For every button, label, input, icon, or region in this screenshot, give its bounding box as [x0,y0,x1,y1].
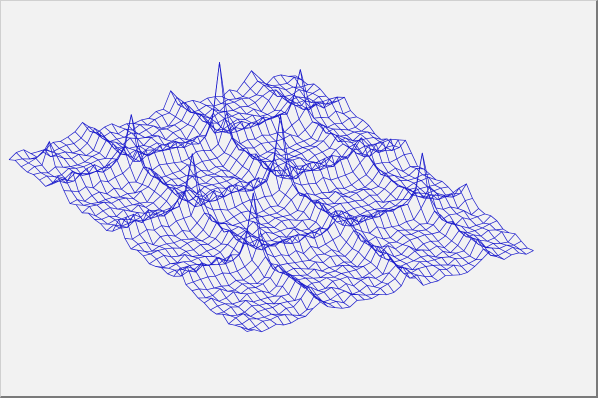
mesh-column-line [8,159,248,332]
mesh-column-line [280,74,520,254]
mesh-row-line [222,231,510,316]
mesh-row-line [94,135,382,220]
mesh-column-line [89,130,329,307]
mesh-column-line [243,81,483,260]
mesh-row-line [228,233,516,325]
mesh-row-line [21,84,308,168]
mesh-column-line [229,89,468,273]
mesh-column-line [104,126,343,309]
mesh-row-line [167,188,455,275]
mesh-row-line [191,208,479,291]
mesh-column-line [52,142,292,324]
mesh-column-line [74,131,314,311]
mesh-column-line [148,118,387,296]
mesh-row-line [76,119,364,206]
mesh-column-line [60,141,299,319]
mesh-row-line [15,76,302,161]
mesh-row-line [8,70,296,160]
mesh-column-line [126,123,365,301]
mesh-column-line [67,136,306,317]
mesh-column-line [236,91,475,267]
mesh-row-line [118,115,406,221]
mesh-row-line [69,116,357,204]
mesh-column-line [221,96,461,275]
mesh-column-line [295,75,534,251]
mesh-column-line [111,123,351,308]
mesh-column-line [133,123,372,299]
mesh-row-line [112,143,400,232]
surface-mesh [8,62,534,333]
mesh-column-line [185,102,424,286]
mesh-row-line [234,238,522,326]
mesh-row-line [210,220,498,311]
mesh-row-line [161,186,449,269]
mesh-row-line [81,125,370,214]
mesh-row-line [63,106,351,193]
mesh-row-line [88,131,375,217]
mesh-column-line [38,149,277,325]
mesh-column-line [97,132,336,308]
mesh-column-line [214,96,453,276]
mesh-row-line [240,246,528,330]
mesh-row-line [204,215,492,304]
mesh-row-line [137,168,424,252]
mesh-column-line [288,75,527,255]
mesh-column-line [163,108,402,287]
mesh-column-line [16,152,255,331]
mesh-column-line [192,100,431,284]
mesh-column-line [266,84,505,260]
mesh-row-line [143,172,430,257]
mesh-row-line [198,213,485,299]
mesh-column-line [45,148,284,326]
mesh-column-line [251,69,490,252]
mesh-row-line [155,180,443,268]
mesh-row-line [100,138,388,225]
mesh-row-line [185,193,473,285]
mesh-column-line [119,126,358,301]
mesh-column-line [141,119,380,295]
mesh-row-line [27,83,315,173]
mesh-row-line [124,152,412,240]
mesh-column-line [30,140,270,329]
mesh-row-line [130,163,418,250]
mesh-row-line [39,95,327,181]
mesh-row-line [33,88,321,175]
mesh-column-line [199,102,439,282]
mesh-row-line [173,187,461,277]
mesh-row-line [149,176,437,265]
mesh-row-line [216,228,504,315]
mesh-column-line [23,149,262,333]
mesh-column-line [207,97,446,276]
mesh-column-line [273,76,512,256]
mesh-row-line [246,250,534,333]
mesh-column-line [155,111,395,293]
